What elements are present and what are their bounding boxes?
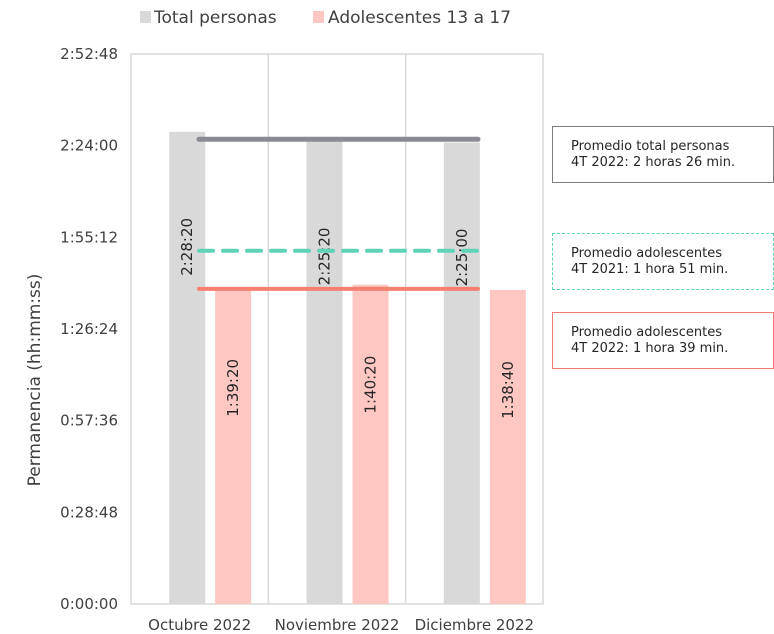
bar-data-label: 1:38:40 [499,361,517,419]
bar-data-label: 2:25:20 [316,228,334,286]
annotation-average-adolescents-2022-line1: Promedio adolescentes [571,324,723,340]
legend-label-total-personas: Total personas [153,8,277,28]
plot-area: 0:00:00 0:28:48 0:57:36 1:26:24 1:55:12 2:24:… [60,45,544,634]
annotation-average-total-line1: Promedio total personas [571,138,730,154]
y-tick-label: 0:57:36 [60,412,118,430]
legend-swatch-total-personas [140,11,151,23]
annotation-average-adolescents-2021: Promedio adolescentes 4T 2021: 1 hora 51… [552,233,774,290]
bar [443,142,480,604]
y-tick-label: 1:26:24 [60,320,118,338]
bar [215,287,252,604]
y-tick-label: 0:28:48 [60,503,118,521]
annotation-average-adolescents-2021-line2: 4T 2021: 1 hora 51 min. [571,261,729,277]
bar [352,284,389,604]
bar-data-label: 1:40:20 [362,356,380,414]
bar-data-label: 2:28:20 [178,218,196,276]
legend: Total personas Adolescentes 13 a 17 [140,8,511,28]
y-tick-label: 0:00:00 [60,595,118,613]
legend-label-adolescentes: Adolescentes 13 a 17 [328,8,511,28]
annotation-average-total-line2: 4T 2022: 2 horas 26 min. [571,154,736,170]
y-axis-label: Permanencia (hh:mm:ss) [25,274,45,487]
bar-data-label: 1:39:20 [224,359,242,417]
annotation-average-adolescents-2021-line1: Promedio adolescentes [571,245,723,261]
annotation-average-total: Promedio total personas 4T 2022: 2 horas… [552,126,774,183]
y-tick-label: 2:52:48 [60,45,118,63]
bar [306,141,343,604]
annotation-average-adolescents-2022: Promedio adolescentes 4T 2022: 1 hora 39… [552,312,774,369]
legend-swatch-adolescentes [313,11,324,23]
y-tick-label: 1:55:12 [60,228,118,246]
annotation-average-adolescents-2022-line2: 4T 2022: 1 hora 39 min. [571,340,729,356]
y-tick-label: 2:24:00 [60,137,118,155]
bar [489,289,526,604]
x-category-label: Diciembre 2022 [415,616,535,634]
bar [169,131,206,605]
bar-data-label: 2:25:00 [453,229,471,287]
x-category-label: Noviembre 2022 [275,616,400,634]
x-category-label: Octubre 2022 [148,616,251,634]
